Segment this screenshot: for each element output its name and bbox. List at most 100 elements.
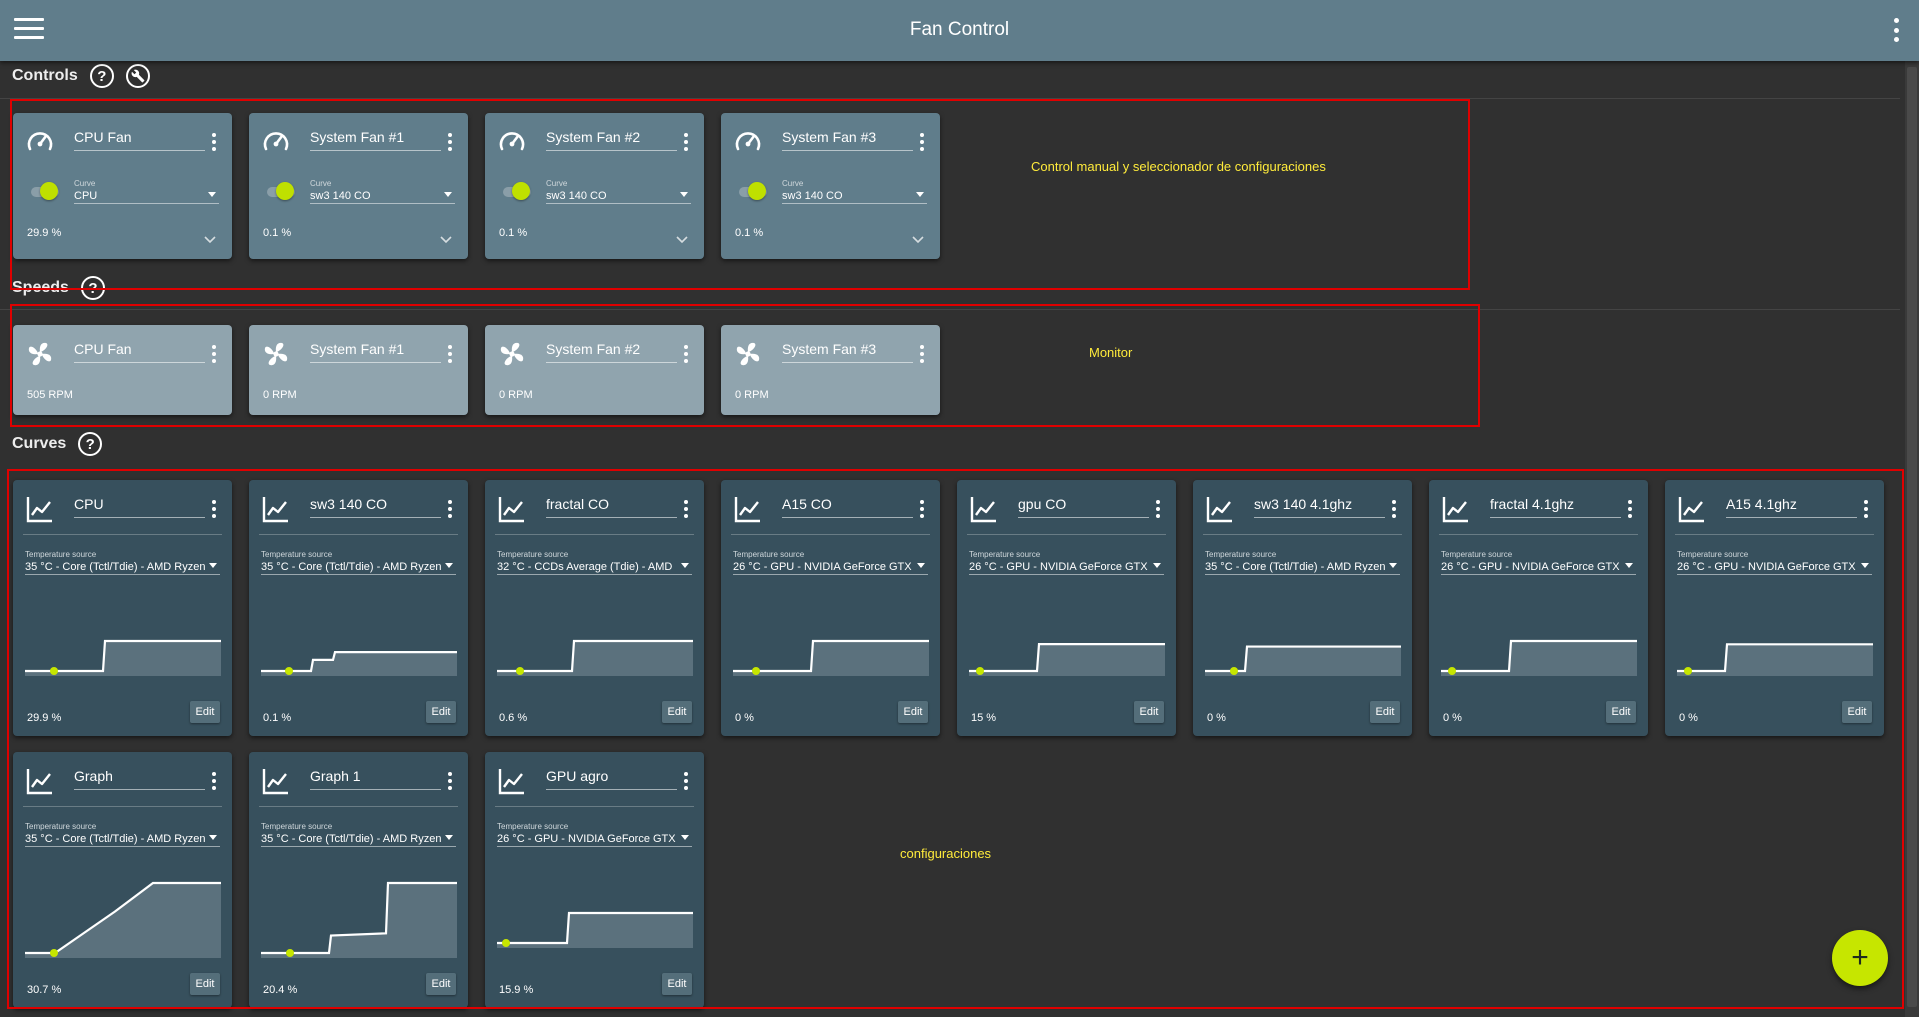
temperature-source-select[interactable]: Temperature source 35 °C - Core (Tctl/Tdi…	[261, 822, 456, 847]
curve-name[interactable]: A15 CO	[782, 492, 913, 518]
temperature-source-select[interactable]: Temperature source 26 °C - GPU - NVIDIA G…	[1441, 550, 1636, 575]
curve-kebab-icon[interactable]	[1863, 500, 1868, 518]
manual-control-toggle[interactable]	[735, 182, 769, 200]
temperature-source-select[interactable]: Temperature source 26 °C - GPU - NVIDIA G…	[497, 822, 692, 847]
temperature-source-select[interactable]: Temperature source 35 °C - Core (Tctl/Tdi…	[1205, 550, 1400, 575]
curve-name[interactable]: A15 4.1ghz	[1726, 492, 1857, 518]
wrench-icon[interactable]	[125, 64, 150, 88]
curve-name[interactable]: fractal CO	[546, 492, 677, 518]
curve-card[interactable]: Graph 1 Temperature source 35 °C - Core (T…	[249, 752, 468, 1008]
curve-card[interactable]: fractal 4.1ghz Temperature source 26 °C - …	[1429, 480, 1648, 736]
temperature-source-select[interactable]: Temperature source 26 °C - GPU - NVIDIA G…	[1677, 550, 1872, 575]
speed-kebab-icon[interactable]	[447, 345, 452, 363]
add-button[interactable]: +	[1832, 930, 1888, 986]
control-card[interactable]: System Fan #2 Curve sw3 140 CO 0.1 %	[485, 113, 704, 259]
controls-help-icon[interactable]: ?	[89, 64, 114, 88]
curve-name[interactable]: fractal 4.1ghz	[1490, 492, 1621, 518]
curve-kebab-icon[interactable]	[211, 772, 216, 790]
expand-chevron-icon[interactable]	[204, 231, 216, 244]
curve-select[interactable]: Curve CPU	[74, 179, 219, 204]
manual-control-toggle[interactable]	[263, 182, 297, 200]
speed-name[interactable]: CPU Fan	[74, 337, 205, 363]
curve-card[interactable]: sw3 140 4.1ghz Temperature source 35 °C - …	[1193, 480, 1412, 736]
control-name[interactable]: System Fan #2	[546, 125, 677, 151]
dropdown-arrow-icon	[209, 835, 217, 840]
curve-select[interactable]: Curve sw3 140 CO	[310, 179, 455, 204]
speed-name[interactable]: System Fan #1	[310, 337, 441, 363]
curve-kebab-icon[interactable]	[1155, 500, 1160, 518]
curve-card[interactable]: fractal CO Temperature source 32 °C - CCDs…	[485, 480, 704, 736]
curve-kebab-icon[interactable]	[447, 500, 452, 518]
curve-card[interactable]: CPU Temperature source 35 °C - Core (Tctl/…	[13, 480, 232, 736]
edit-button[interactable]: Edit	[190, 973, 220, 995]
control-kebab-icon[interactable]	[211, 133, 216, 151]
temperature-source-select[interactable]: Temperature source 35 °C - Core (Tctl/Tdi…	[25, 822, 220, 847]
more-options-icon[interactable]	[1893, 18, 1899, 42]
curve-name[interactable]: GPU agro	[546, 764, 677, 790]
curve-card[interactable]: A15 4.1ghz Temperature source 26 °C - GPU …	[1665, 480, 1884, 736]
edit-button[interactable]: Edit	[662, 973, 692, 995]
temperature-source-select[interactable]: Temperature source 32 °C - CCDs Average (…	[497, 550, 692, 575]
curve-kebab-icon[interactable]	[919, 500, 924, 518]
control-card[interactable]: System Fan #3 Curve sw3 140 CO 0.1 %	[721, 113, 940, 259]
curve-name[interactable]: sw3 140 4.1ghz	[1254, 492, 1385, 518]
control-kebab-icon[interactable]	[683, 133, 688, 151]
temperature-source-select[interactable]: Temperature source 35 °C - Core (Tctl/Tdi…	[25, 550, 220, 575]
speed-name[interactable]: System Fan #3	[782, 337, 913, 363]
curve-select[interactable]: Curve sw3 140 CO	[546, 179, 691, 204]
control-card[interactable]: System Fan #1 Curve sw3 140 CO 0.1 %	[249, 113, 468, 259]
speed-kebab-icon[interactable]	[919, 345, 924, 363]
temperature-source-select[interactable]: Temperature source 26 °C - GPU - NVIDIA G…	[969, 550, 1164, 575]
speed-name[interactable]: System Fan #2	[546, 337, 677, 363]
control-name[interactable]: System Fan #3	[782, 125, 913, 151]
vertical-scrollbar[interactable]	[1905, 61, 1919, 1017]
edit-button[interactable]: Edit	[426, 973, 456, 995]
control-name[interactable]: CPU Fan	[74, 125, 205, 151]
edit-button[interactable]: Edit	[190, 701, 220, 723]
speed-kebab-icon[interactable]	[211, 345, 216, 363]
speed-kebab-icon[interactable]	[683, 345, 688, 363]
manual-control-toggle[interactable]	[27, 182, 61, 200]
scrollbar-thumb[interactable]	[1907, 67, 1917, 1007]
edit-button[interactable]: Edit	[1842, 701, 1872, 723]
curve-select[interactable]: Curve sw3 140 CO	[782, 179, 927, 204]
manual-control-toggle[interactable]	[499, 182, 533, 200]
curve-kebab-icon[interactable]	[1627, 500, 1632, 518]
control-kebab-icon[interactable]	[447, 133, 452, 151]
control-kebab-icon[interactable]	[919, 133, 924, 151]
curve-card[interactable]: A15 CO Temperature source 26 °C - GPU - NV…	[721, 480, 940, 736]
speedometer-icon	[25, 127, 55, 157]
curves-help-icon[interactable]: ?	[78, 432, 103, 456]
curve-kebab-icon[interactable]	[683, 772, 688, 790]
curve-name[interactable]: gpu CO	[1018, 492, 1149, 518]
curve-name[interactable]: Graph	[74, 764, 205, 790]
curve-name[interactable]: sw3 140 CO	[310, 492, 441, 518]
dropdown-arrow-icon	[681, 835, 689, 840]
edit-button[interactable]: Edit	[1606, 701, 1636, 723]
edit-button[interactable]: Edit	[898, 701, 928, 723]
expand-chevron-icon[interactable]	[440, 231, 452, 244]
curve-card[interactable]: GPU agro Temperature source 26 °C - GPU - …	[485, 752, 704, 1008]
temperature-source-select[interactable]: Temperature source 26 °C - GPU - NVIDIA G…	[733, 550, 928, 575]
curve-area	[497, 641, 693, 676]
operating-point	[1230, 667, 1238, 675]
curve-name[interactable]: Graph 1	[310, 764, 441, 790]
curve-kebab-icon[interactable]	[447, 772, 452, 790]
control-card[interactable]: CPU Fan Curve CPU 29.9 %	[13, 113, 232, 259]
curve-card[interactable]: gpu CO Temperature source 26 °C - GPU - NV…	[957, 480, 1176, 736]
edit-button[interactable]: Edit	[426, 701, 456, 723]
curve-kebab-icon[interactable]	[1391, 500, 1396, 518]
expand-chevron-icon[interactable]	[912, 231, 924, 244]
curve-kebab-icon[interactable]	[683, 500, 688, 518]
curve-name[interactable]: CPU	[74, 492, 205, 518]
curve-kebab-icon[interactable]	[211, 500, 216, 518]
edit-button[interactable]: Edit	[662, 701, 692, 723]
edit-button[interactable]: Edit	[1370, 701, 1400, 723]
temperature-source-select[interactable]: Temperature source 35 °C - Core (Tctl/Tdi…	[261, 550, 456, 575]
expand-chevron-icon[interactable]	[676, 231, 688, 244]
edit-button[interactable]: Edit	[1134, 701, 1164, 723]
control-name[interactable]: System Fan #1	[310, 125, 441, 151]
hamburger-menu-icon[interactable]	[14, 18, 44, 40]
curve-card[interactable]: sw3 140 CO Temperature source 35 °C - Core…	[249, 480, 468, 736]
curve-card[interactable]: Graph Temperature source 35 °C - Core (Tct…	[13, 752, 232, 1008]
